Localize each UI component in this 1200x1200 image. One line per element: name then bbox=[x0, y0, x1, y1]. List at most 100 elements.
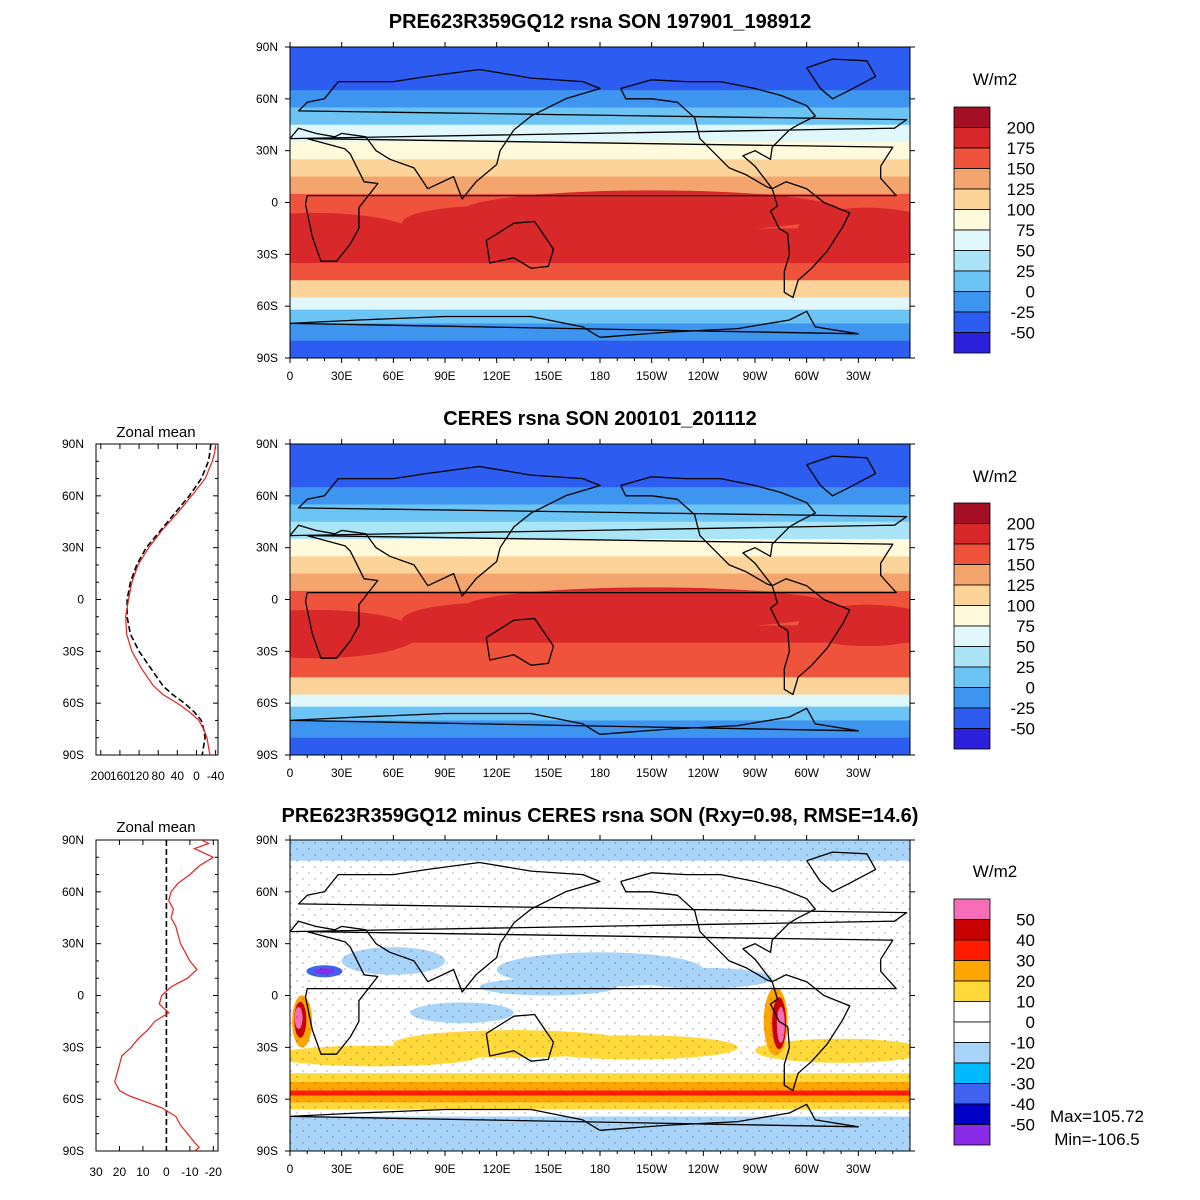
colorbar-box bbox=[953, 707, 991, 729]
zm-y-label: 60S bbox=[63, 696, 84, 710]
zm-y-label: 30N bbox=[62, 937, 84, 951]
europe-asia-outline bbox=[290, 861, 908, 993]
colorbar-box bbox=[953, 960, 991, 982]
colorbar-label: 125 bbox=[1007, 576, 1035, 595]
greenland-outline bbox=[806, 851, 877, 893]
zm-x-label: 80 bbox=[152, 769, 166, 783]
zm-y-label: 90S bbox=[63, 1144, 84, 1158]
zm-y-label: 90S bbox=[63, 748, 84, 762]
north-america-outline bbox=[620, 872, 816, 983]
zonal-band bbox=[290, 444, 910, 471]
x-tick-label: 90W bbox=[743, 766, 768, 780]
colorbar-label: 150 bbox=[1007, 556, 1035, 575]
south-america-outline bbox=[769, 974, 851, 1092]
africa-outline bbox=[304, 534, 897, 659]
europe-asia-outline bbox=[290, 465, 908, 597]
zonal-band bbox=[290, 142, 910, 160]
zm-y-label: 60N bbox=[62, 489, 84, 503]
x-tick-label: 90W bbox=[743, 1162, 768, 1176]
zonal-band bbox=[290, 504, 910, 523]
x-tick-label: 150E bbox=[534, 1162, 562, 1176]
y-tick-label: 90N bbox=[256, 833, 278, 847]
zonal-band bbox=[290, 642, 910, 661]
ocean-maximum bbox=[290, 212, 420, 262]
ocean-maximum bbox=[290, 609, 420, 659]
zonal-band bbox=[290, 245, 910, 264]
x-tick-label: 150W bbox=[636, 1162, 668, 1176]
south-america-outline bbox=[769, 578, 851, 696]
x-tick-label: 30E bbox=[331, 1162, 352, 1176]
x-tick-label: 0 bbox=[287, 766, 294, 780]
y-tick-label: 90S bbox=[257, 748, 278, 762]
colorbar-label: 100 bbox=[1007, 597, 1035, 616]
x-tick-label: 120E bbox=[483, 1162, 511, 1176]
zonal-band bbox=[290, 47, 910, 74]
ocean-maximum bbox=[462, 587, 842, 629]
colorbar-label: 100 bbox=[1007, 201, 1035, 220]
x-tick-label: 0 bbox=[287, 1162, 294, 1176]
zm-x-label: -10 bbox=[181, 1165, 199, 1179]
y-tick-label: 90N bbox=[256, 40, 278, 54]
colorbar-box bbox=[953, 106, 991, 128]
zonal-band bbox=[290, 737, 910, 755]
min-label: Min=-106.5 bbox=[1054, 1130, 1140, 1149]
zonal-band bbox=[290, 72, 910, 91]
zm-x-label: 200 bbox=[91, 769, 111, 783]
zm-y-label: 0 bbox=[77, 593, 84, 607]
y-tick-label: 0 bbox=[271, 593, 278, 607]
x-tick-label: 30W bbox=[846, 766, 871, 780]
colorbar-label: 40 bbox=[1016, 931, 1035, 950]
significance-stipple bbox=[290, 840, 910, 1151]
colorbar-label: 0 bbox=[1026, 1013, 1035, 1032]
africa-outline bbox=[304, 930, 897, 1055]
panel2-title: CERES rsna SON 200101_201112 bbox=[443, 408, 757, 430]
zonal-mean-panel-2: 90N 60N 30N 0 30S 60S 90S 30 20 10 0 -10 -20 bbox=[62, 833, 222, 1179]
zonal-band bbox=[290, 280, 910, 299]
zonal-band bbox=[290, 309, 910, 324]
zonal-band bbox=[290, 487, 910, 505]
antarctica-outline bbox=[290, 310, 859, 338]
colorbar-label: -50 bbox=[1010, 324, 1035, 343]
zm-y-label: 30S bbox=[63, 644, 84, 658]
y-tick-label: 90S bbox=[257, 1144, 278, 1158]
x-tick-label: 120E bbox=[483, 766, 511, 780]
colorbar-label: -25 bbox=[1010, 303, 1035, 322]
colorbar-box bbox=[953, 666, 991, 688]
colorbar-2-units: W/m2 bbox=[973, 467, 1017, 486]
x-tick-label: 60W bbox=[794, 766, 819, 780]
zm-y-label: 90N bbox=[62, 437, 84, 451]
colorbar-box bbox=[953, 1021, 991, 1043]
antarctica-outline bbox=[290, 707, 859, 735]
zm-y-label: 30N bbox=[62, 541, 84, 555]
colorbar-box bbox=[953, 1042, 991, 1064]
colorbar-label: 200 bbox=[1007, 515, 1035, 534]
y-tick-label: 0 bbox=[271, 196, 278, 210]
zm-y-label: 60N bbox=[62, 885, 84, 899]
colorbar-label: 20 bbox=[1016, 972, 1035, 991]
zm-y-label: 30S bbox=[63, 1040, 84, 1054]
colorbar-label: 75 bbox=[1016, 617, 1035, 636]
x-tick-label: 30E bbox=[331, 766, 352, 780]
zm-line-dashed bbox=[126, 443, 212, 756]
colorbar-box bbox=[953, 543, 991, 565]
x-tick-label: 120W bbox=[688, 766, 720, 780]
x-tick-label: 90E bbox=[434, 369, 455, 383]
colorbar-label: 50 bbox=[1016, 242, 1035, 261]
north-america-outline bbox=[620, 476, 816, 587]
colorbar-box bbox=[953, 1103, 991, 1125]
colorbar-label: -50 bbox=[1010, 720, 1035, 739]
ocean-maximum bbox=[798, 604, 910, 647]
x-tick-label: 150W bbox=[636, 766, 668, 780]
colorbar-3-units: W/m2 bbox=[973, 862, 1017, 881]
colorbar-box bbox=[953, 311, 991, 333]
north-america-outline bbox=[620, 79, 816, 190]
x-tick-label: 60E bbox=[383, 369, 404, 383]
y-tick-label: 90S bbox=[257, 351, 278, 365]
australia-outline bbox=[485, 220, 555, 269]
zm-x-label: 120 bbox=[129, 769, 149, 783]
zonal-band bbox=[290, 262, 910, 281]
zm-y-label: 90N bbox=[62, 833, 84, 847]
y-tick-label: 60S bbox=[257, 1092, 278, 1106]
